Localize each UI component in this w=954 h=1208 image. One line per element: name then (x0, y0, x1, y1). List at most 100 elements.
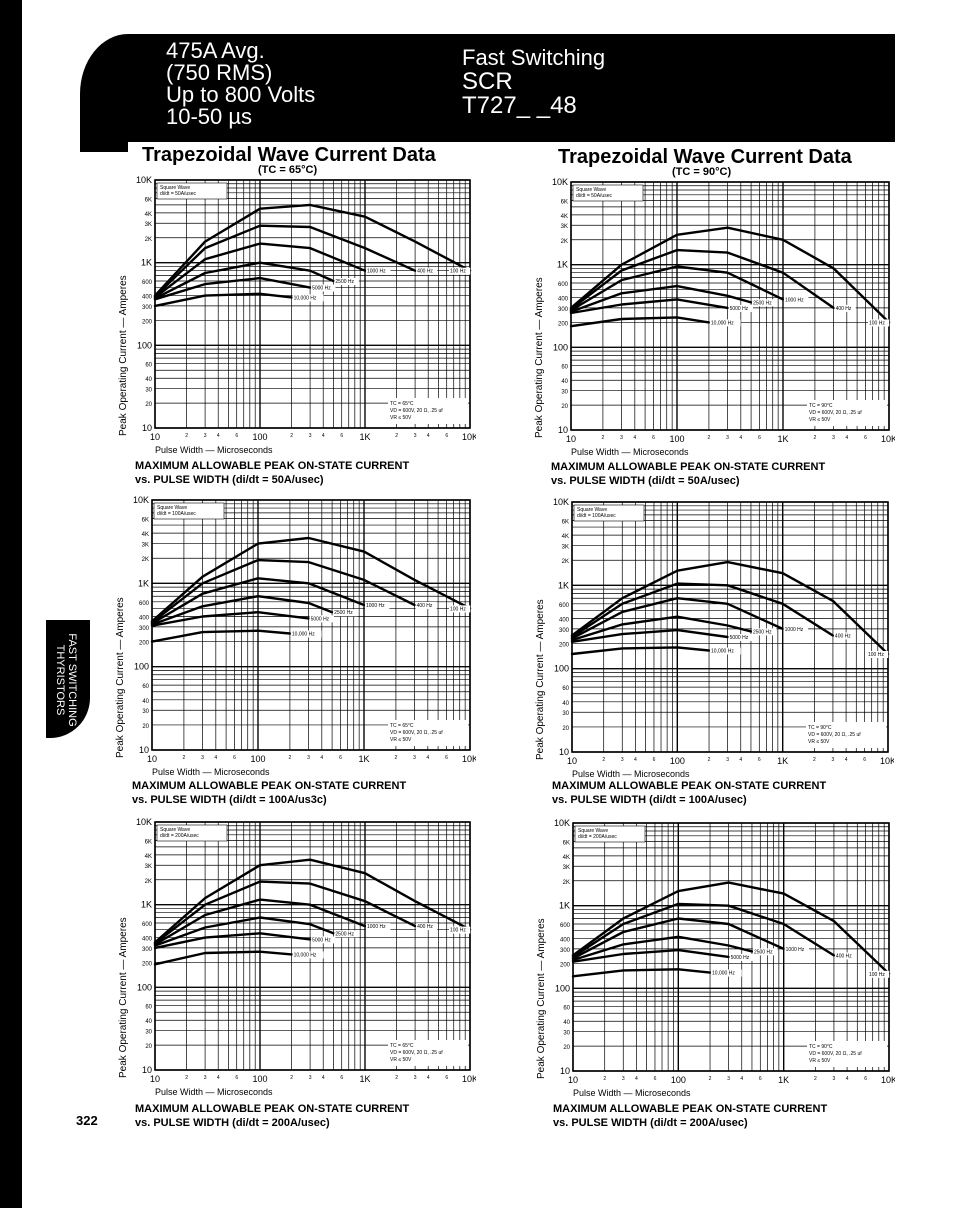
y-tick-label: 200 (139, 641, 150, 647)
y-tick-label: 4K (561, 214, 568, 220)
y-tick-label: 4K (563, 855, 570, 861)
series-label: 1000 Hz (367, 924, 386, 930)
x-tick-label: 1K (358, 754, 369, 764)
series-label: 2500 Hz (753, 300, 772, 306)
series-label-bg (309, 615, 334, 623)
x-minor-tick-label: 4 (427, 433, 430, 439)
legend-box (572, 184, 644, 202)
conditions-box (388, 1040, 468, 1066)
y-tick-label: 30 (561, 390, 568, 396)
x-minor-tick-label: 4 (634, 757, 637, 763)
y-tick-label: 6K (142, 517, 149, 523)
x-minor-tick-label: 4 (633, 435, 636, 441)
x-minor-tick-label: 2 (395, 1075, 398, 1081)
curve-5000hz (570, 628, 729, 643)
y-tick-label: 60 (145, 1005, 152, 1011)
y-tick-label: 6K (562, 519, 569, 525)
curve-5000hz (153, 276, 312, 301)
series-label: 10,000 Hz (711, 649, 734, 655)
curve-5000hz (569, 298, 729, 315)
chart-caption: MAXIMUM ALLOWABLE PEAK ON-STATE CURRENT v… (552, 779, 826, 807)
series-label-bg (416, 923, 438, 931)
y-tick-label: 600 (560, 923, 571, 929)
series-label-bg (783, 625, 809, 633)
y-tick-label: 3K (561, 224, 568, 230)
conditions-box (807, 1041, 887, 1067)
condition-text: VR ≤ 50V (809, 417, 831, 423)
x-minor-tick-label: 2 (290, 433, 293, 439)
series-label: 100 Hz (450, 606, 466, 612)
y-axis-label: Peak Operating Current — Amperes (536, 918, 547, 1079)
legend-text: di/dt = 100A/usec (577, 513, 616, 519)
chart-3: 10K6K4K3K2K1K600400300200100604030201010… (133, 496, 476, 764)
y-tick-label: 40 (562, 701, 569, 707)
series-label: 5000 Hz (312, 937, 331, 943)
x-minor-tick-label: 4 (322, 433, 325, 439)
series-label: 2500 Hz (335, 279, 354, 285)
y-tick-label: 10K (136, 818, 152, 827)
condition-text: TC = 90°C (808, 725, 832, 731)
legend-text: di/dt = 100A/usec (157, 511, 196, 517)
curve-400hz (571, 902, 836, 959)
x-tick-label: 100 (669, 434, 684, 444)
x-minor-tick-label: 2 (183, 755, 186, 761)
y-tick-label: 10K (552, 178, 568, 187)
curve-400hz (153, 880, 417, 945)
x-minor-tick-label: 4 (217, 433, 220, 439)
x-tick-label: 10 (568, 1075, 578, 1085)
x-minor-tick-label: 3 (201, 755, 204, 761)
legend-box (156, 824, 228, 842)
series-label-bg (311, 936, 336, 944)
y-tick-label: 600 (142, 280, 153, 286)
chart-caption: MAXIMUM ALLOWABLE PEAK ON-STATE CURRENT v… (135, 1102, 409, 1130)
curve-2500hz (153, 916, 335, 947)
header-right-line: SCR (462, 68, 513, 95)
header-right-line: Fast Switching (462, 45, 606, 70)
series-label-bg (290, 630, 322, 638)
series-label: 5000 Hz (730, 306, 749, 312)
curve-5000hz (153, 932, 312, 950)
x-minor-tick-label: 4 (426, 755, 429, 761)
chart-caption-line: vs. PULSE WIDTH (di/dt = 100A/us3c) (132, 794, 327, 806)
x-tick-label: 10K (462, 754, 476, 764)
legend-text: di/dt = 200A/usec (160, 833, 199, 839)
conditions-box (388, 398, 468, 424)
x-minor-tick-label: 3 (622, 1076, 625, 1082)
y-tick-label: 10 (560, 1066, 570, 1076)
curve-10000hz (571, 968, 712, 978)
curve-10000hz (150, 629, 292, 643)
y-tick-label: 60 (145, 363, 152, 369)
y-tick-label: 3K (562, 545, 569, 551)
y-tick-label: 400 (142, 295, 153, 301)
x-axis-label: Pulse Width — Microseconds (571, 447, 689, 457)
y-tick-label: 20 (142, 724, 149, 730)
x-minor-tick-label: 3 (832, 435, 835, 441)
chart-grid (154, 179, 471, 429)
series-label: 5000 Hz (731, 955, 750, 961)
legend-text: Square Wave (160, 185, 190, 191)
series-label-bg (366, 267, 391, 275)
left-section-title: Trapezoidal Wave Current Data (142, 144, 436, 166)
chart-caption: MAXIMUM ALLOWABLE PEAK ON-STATE CURRENT v… (553, 1102, 827, 1130)
curve-100hz (570, 560, 890, 656)
y-tick-label: 2K (142, 557, 149, 563)
condition-text: VD = 600V, 20 Ω, .25 uf (808, 732, 861, 738)
x-minor-tick-label: 6 (652, 435, 655, 441)
y-tick-label: 400 (142, 937, 153, 943)
series-label: 1000 Hz (366, 603, 385, 609)
series-label-bg (867, 650, 889, 658)
curve-100hz (153, 858, 472, 944)
x-minor-tick-label: 2 (185, 433, 188, 439)
curve-2500hz (569, 284, 753, 313)
y-tick-label: 4K (145, 212, 152, 218)
chart-caption-line: MAXIMUM ALLOWABLE PEAK ON-STATE CURRENT (552, 780, 827, 792)
curve-1000hz (150, 577, 366, 625)
series-label-bg (366, 923, 391, 931)
y-tick-label: 6K (563, 840, 570, 846)
x-axis-label: Pulse Width — Microseconds (155, 1087, 273, 1097)
y-tick-label: 100 (137, 340, 152, 350)
y-tick-label: 10K (553, 498, 569, 507)
x-minor-tick-label: 4 (217, 1075, 220, 1081)
y-tick-label: 10 (142, 423, 152, 433)
series-label: 100 Hz (450, 928, 466, 934)
